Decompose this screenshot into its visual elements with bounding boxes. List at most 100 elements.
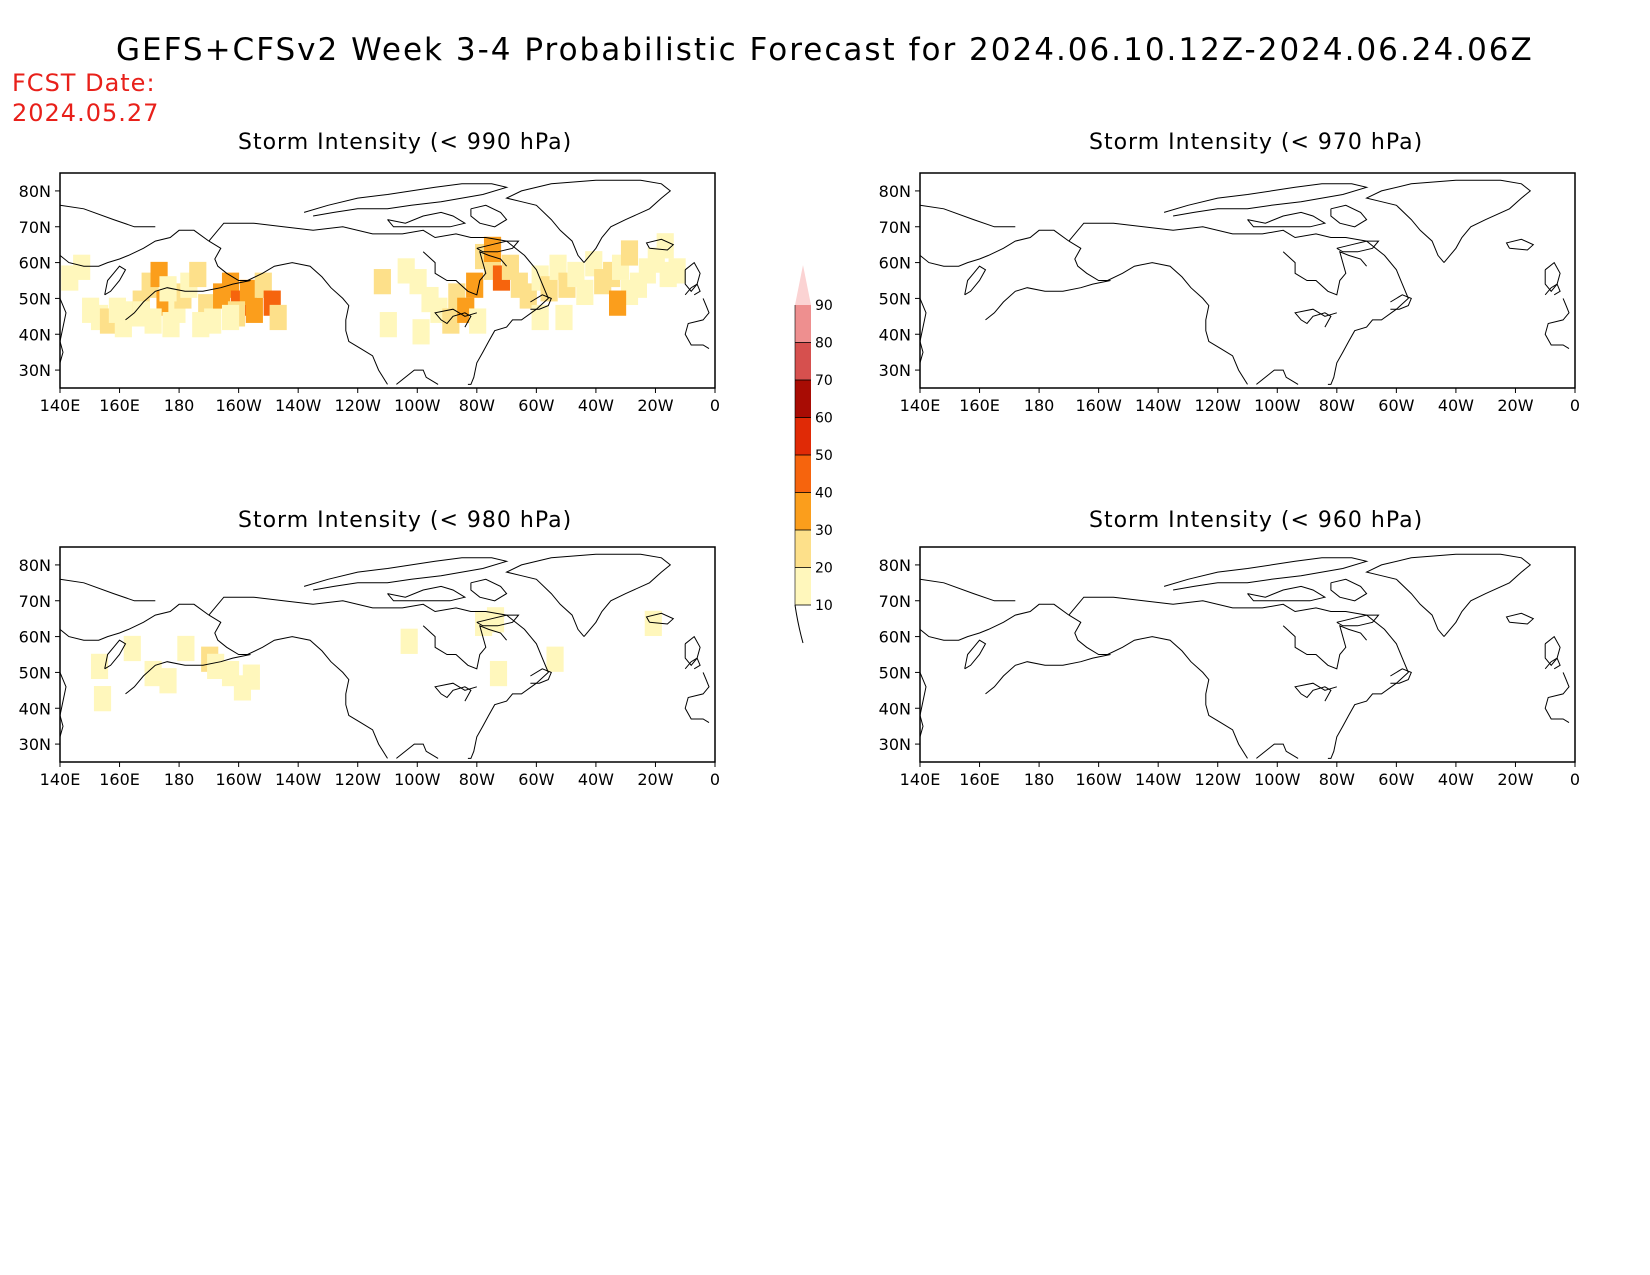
lon-tick-label: 160E — [99, 770, 140, 789]
probability-cell — [177, 635, 195, 662]
colorbar-label: 10 — [815, 598, 833, 614]
coastline — [422, 624, 507, 670]
lat-tick-label: 50N — [19, 663, 51, 682]
probability-cell — [546, 646, 564, 672]
probability-cell — [644, 610, 662, 637]
map-clip-group — [920, 179, 1570, 385]
lat-tick-label: 70N — [19, 592, 51, 611]
coastline — [434, 682, 477, 702]
coastline — [303, 183, 509, 217]
map-frame — [59, 172, 716, 389]
probability-cell — [442, 308, 460, 334]
coastline — [1365, 553, 1532, 637]
colorbar-label: 70 — [815, 373, 833, 389]
coastline — [208, 240, 388, 385]
coastline — [1544, 657, 1561, 670]
coastline — [104, 265, 127, 296]
coastline — [1282, 624, 1367, 670]
coastline — [125, 654, 251, 695]
lon-tick-label: 100W — [394, 396, 441, 415]
lat-tick-label: 40N — [19, 325, 51, 344]
lat-tick-label: 50N — [879, 663, 911, 682]
lon-tick-label: 0 — [710, 396, 720, 415]
lat-tick-label: 60N — [19, 254, 51, 273]
lon-tick-label: 180 — [164, 396, 195, 415]
lon-tick-label: 100W — [394, 770, 441, 789]
probability-cell — [245, 297, 263, 323]
lon-tick-label: 160E — [99, 396, 140, 415]
lon-tick-label: 20W — [1497, 396, 1533, 415]
probability-cell — [540, 276, 558, 302]
coastline — [1544, 298, 1570, 350]
lon-tick-label: 80W — [1319, 396, 1355, 415]
lon-tick-label: 160E — [959, 396, 1000, 415]
colorbar-segment — [795, 530, 811, 568]
coastline — [470, 578, 508, 602]
coastline — [645, 612, 675, 625]
coastline — [985, 280, 1111, 321]
coastline — [1163, 183, 1369, 217]
lat-tick-label: 60N — [879, 254, 911, 273]
map-panel-970: 80N 70N 60N 50N 40N 30N 140E 160E 180 160W 140W 120… — [879, 172, 1580, 415]
colorbar-segment — [795, 342, 811, 380]
lat-tick-label: 50N — [19, 289, 51, 308]
lon-tick-label: 140W — [275, 770, 322, 789]
coastline — [1256, 369, 1299, 385]
coastline — [1390, 668, 1412, 684]
coastline — [387, 585, 467, 602]
lon-tick-label: 60W — [1378, 770, 1414, 789]
probability-cell — [144, 660, 162, 687]
lat-tick-label: 40N — [19, 699, 51, 718]
lon-tick-label: 140W — [1135, 396, 1182, 415]
probability-cell — [73, 254, 91, 280]
coastline — [1544, 283, 1561, 296]
coastline — [505, 179, 672, 263]
coastline — [1282, 250, 1367, 296]
probability-cell — [400, 628, 418, 654]
coastline — [1247, 211, 1327, 228]
lon-tick-label: 160W — [215, 396, 262, 415]
probability-cell — [469, 308, 487, 334]
lon-tick-label: 120W — [335, 396, 382, 415]
probability-cell — [144, 308, 162, 334]
lon-tick-label: 140W — [275, 396, 322, 415]
probability-cell — [466, 272, 484, 298]
lon-tick-label: 120W — [1195, 396, 1242, 415]
lat-tick-label: 80N — [879, 556, 911, 575]
colorbar-tail — [794, 604, 804, 644]
coastline — [60, 204, 156, 228]
lat-tick-label: 80N — [879, 182, 911, 201]
colorbar-segment — [795, 417, 811, 455]
probability-cell — [379, 312, 397, 338]
probability-cell — [609, 290, 627, 316]
probability-cell — [221, 304, 240, 331]
coastline — [470, 204, 508, 228]
probability-cell — [475, 610, 493, 637]
coastline — [985, 654, 1111, 695]
coastline — [920, 298, 927, 364]
coastline — [1163, 557, 1369, 591]
map-panel-990: 80N 70N 60N 50N 40N 30N 140E 160E 180 160W 140W 120… — [19, 172, 720, 415]
probability-cell — [269, 304, 287, 331]
probability-cell — [159, 668, 177, 694]
lon-tick-label: 60W — [518, 770, 554, 789]
coastline — [396, 369, 439, 385]
map-frame — [59, 546, 716, 763]
coastline — [1544, 672, 1570, 724]
probability-cell — [159, 276, 177, 302]
coastline — [1330, 578, 1368, 602]
colorbar-segment — [795, 492, 811, 530]
lon-tick-label: 160W — [1075, 396, 1122, 415]
lon-tick-label: 160E — [959, 770, 1000, 789]
lon-tick-label: 180 — [1024, 770, 1055, 789]
probability-cell — [207, 653, 225, 680]
coastline — [530, 294, 552, 310]
lon-tick-label: 60W — [1378, 396, 1414, 415]
lon-tick-label: 160W — [215, 770, 262, 789]
coastline — [1336, 240, 1380, 253]
lon-tick-label: 40W — [578, 770, 614, 789]
probability-colorbar: 10 20 30 40 50 60 70 80 90 — [794, 265, 833, 644]
probability-cell — [412, 319, 430, 345]
coastline — [60, 298, 67, 364]
lon-tick-label: 180 — [1024, 396, 1055, 415]
